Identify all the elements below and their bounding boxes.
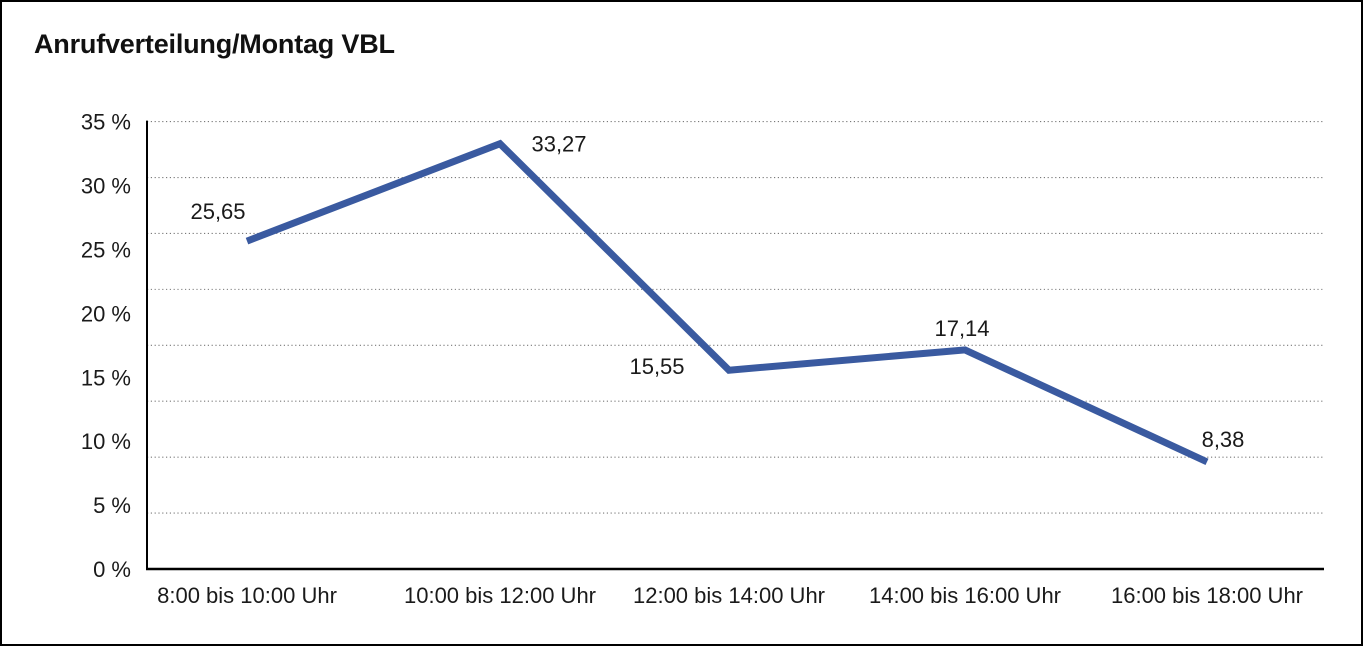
data-point-label: 8,38: [1202, 427, 1245, 452]
series-line: [245, 139, 1209, 466]
x-tick-label: 12:00 bis 14:00 Uhr: [633, 583, 825, 608]
x-tick-label: 16:00 bis 18:00 Uhr: [1111, 583, 1303, 608]
x-tick-label: 8:00 bis 10:00 Uhr: [157, 583, 337, 608]
chart-title: Anrufverteilung/Montag VBL: [34, 29, 395, 59]
data-point-label: 25,65: [190, 199, 245, 224]
data-point-label: 15,55: [629, 354, 684, 379]
y-tick-label: 0 %: [93, 557, 131, 582]
data-point-label: 33,27: [531, 132, 586, 157]
y-tick-label: 5 %: [93, 493, 131, 518]
y-tick-label: 10 %: [81, 429, 131, 454]
y-tick-label: 20 %: [81, 301, 131, 326]
y-tick-label: 25 %: [81, 237, 131, 262]
x-tick-label: 14:00 bis 16:00 Uhr: [869, 583, 1061, 608]
y-tick-label: 30 %: [81, 174, 131, 199]
y-tick-label: 15 %: [81, 365, 131, 390]
x-tick-label: 10:00 bis 12:00 Uhr: [404, 583, 596, 608]
data-point-label: 17,14: [934, 316, 989, 341]
y-tick-label: 35 %: [81, 110, 131, 135]
